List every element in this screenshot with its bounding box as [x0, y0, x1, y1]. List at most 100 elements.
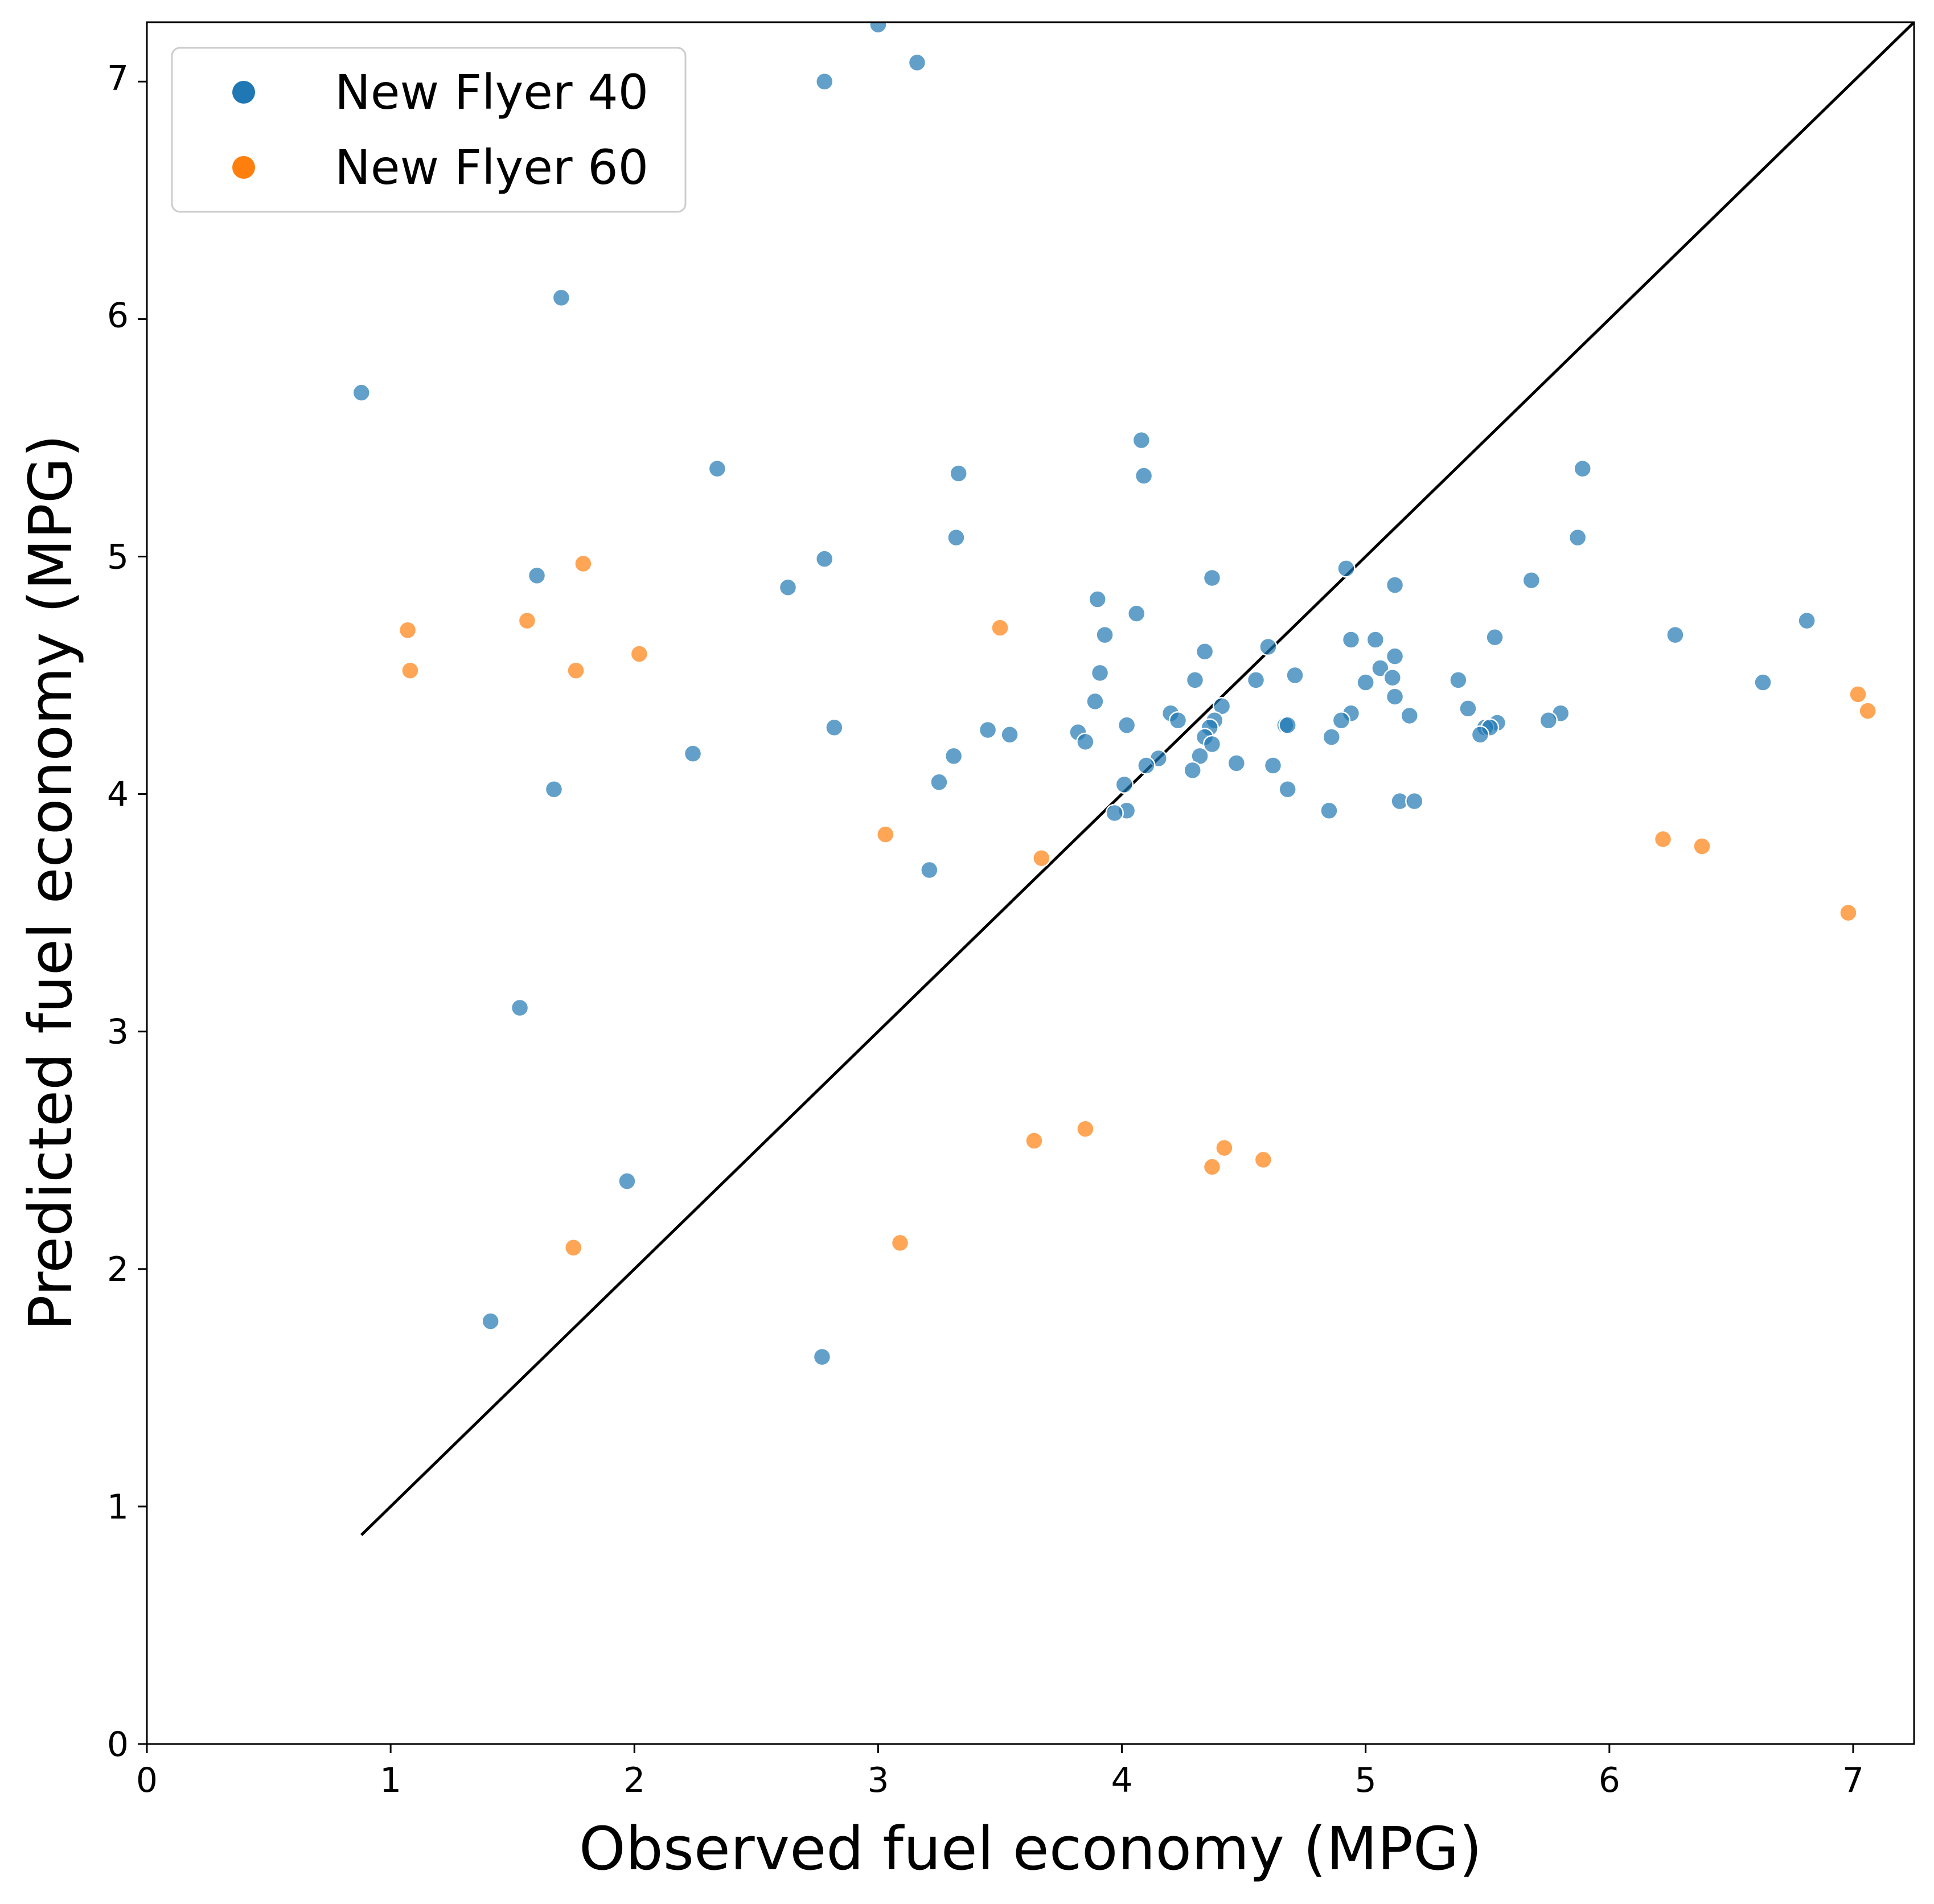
point-new-flyer-40: [527, 566, 547, 585]
point-new-flyer-40: [1105, 803, 1124, 823]
legend-marker-new-flyer-60: [232, 156, 255, 179]
point-new-flyer-40: [815, 72, 834, 91]
point-new-flyer-40: [510, 998, 529, 1017]
point-new-flyer-40: [1227, 754, 1246, 773]
point-new-flyer-60: [1693, 837, 1711, 856]
point-new-flyer-40: [1278, 779, 1297, 799]
point-new-flyer-40: [683, 744, 703, 763]
x-tick-label: 1: [380, 1761, 401, 1800]
y-tick-label: 3: [107, 1012, 129, 1052]
point-new-flyer-40: [1212, 697, 1231, 716]
reference-line-layer: [360, 22, 1914, 1536]
point-new-flyer-60: [1653, 830, 1673, 849]
x-tick-label: 3: [867, 1761, 889, 1800]
point-new-flyer-40: [1246, 671, 1266, 690]
points-layer: [352, 22, 1877, 1367]
point-new-flyer-40: [1539, 711, 1558, 730]
point-new-flyer-40: [1117, 716, 1136, 734]
point-new-flyer-40: [1385, 647, 1405, 666]
legend-box: [171, 47, 687, 213]
point-new-flyer-40: [544, 779, 564, 799]
x-tick-label: 5: [1355, 1761, 1377, 1800]
point-new-flyer-40: [1202, 734, 1222, 754]
x-tick-label: 2: [623, 1761, 645, 1800]
point-new-flyer-40: [1134, 466, 1153, 485]
point-new-flyer-40: [1573, 459, 1592, 478]
point-new-flyer-40: [1449, 671, 1468, 690]
point-new-flyer-40: [908, 53, 927, 72]
y-tick-label: 2: [107, 1250, 129, 1290]
point-new-flyer-40: [920, 860, 939, 880]
point-new-flyer-40: [812, 1347, 832, 1367]
point-new-flyer-40: [949, 464, 968, 483]
point-new-flyer-60: [1202, 1158, 1222, 1176]
point-new-flyer-40: [1095, 625, 1114, 645]
legend-label-new-flyer-60: New Flyer 60: [335, 139, 648, 195]
point-new-flyer-40: [1385, 576, 1405, 594]
point-new-flyer-40: [618, 1172, 637, 1191]
point-new-flyer-40: [815, 549, 834, 568]
point-new-flyer-40: [1568, 528, 1587, 547]
point-new-flyer-40: [1337, 559, 1356, 578]
point-new-flyer-40: [778, 578, 798, 597]
point-new-flyer-40: [1797, 611, 1816, 630]
point-new-flyer-40: [930, 773, 948, 791]
point-new-flyer-40: [1341, 630, 1361, 649]
point-new-flyer-40: [1385, 687, 1405, 706]
point-new-flyer-40: [1366, 630, 1385, 649]
point-new-flyer-60: [1032, 848, 1051, 868]
y-axis-label: Predicted fuel economy (MPG): [16, 434, 85, 1331]
point-new-flyer-60: [564, 1238, 583, 1257]
point-new-flyer-40: [1127, 604, 1146, 623]
point-new-flyer-40: [1356, 673, 1375, 692]
point-new-flyer-40: [1086, 692, 1104, 711]
point-new-flyer-40: [1190, 746, 1209, 766]
point-new-flyer-40: [1185, 671, 1205, 690]
point-new-flyer-40: [1371, 659, 1390, 678]
x-tick-label: 7: [1842, 1761, 1864, 1800]
y-tick-label: 7: [107, 58, 129, 98]
x-tick-label: 4: [1111, 1761, 1132, 1800]
x-axis: 0 1 2 3 4 5 6 7: [136, 1744, 1864, 1800]
point-new-flyer-40: [1383, 668, 1402, 687]
point-new-flyer-40: [1754, 673, 1772, 692]
point-new-flyer-60: [1025, 1131, 1044, 1150]
point-new-flyer-40: [1090, 663, 1110, 683]
point-new-flyer-40: [1405, 791, 1424, 811]
point-new-flyer-40: [352, 383, 371, 402]
point-new-flyer-40: [947, 528, 966, 547]
point-new-flyer-40: [978, 720, 997, 740]
point-new-flyer-40: [1000, 725, 1019, 744]
point-new-flyer-40: [1115, 775, 1134, 794]
point-new-flyer-40: [708, 459, 727, 478]
point-new-flyer-40: [1076, 732, 1095, 752]
point-new-flyer-60: [401, 661, 420, 680]
point-new-flyer-40: [1400, 706, 1419, 725]
point-new-flyer-60: [1254, 1150, 1273, 1170]
plot-frame: [146, 21, 1915, 1745]
point-new-flyer-40: [1278, 716, 1297, 734]
point-new-flyer-40: [1259, 637, 1278, 656]
point-new-flyer-60: [991, 618, 1009, 637]
legend-label-new-flyer-40: New Flyer 40: [335, 64, 648, 120]
point-new-flyer-60: [876, 825, 895, 844]
point-new-flyer-60: [1849, 685, 1867, 704]
point-new-flyer-40: [552, 288, 571, 307]
point-new-flyer-60: [566, 661, 585, 680]
point-new-flyer-40: [1132, 430, 1151, 450]
point-new-flyer-40: [1137, 756, 1156, 775]
point-new-flyer-40: [1088, 590, 1107, 609]
legend-marker-new-flyer-40: [232, 81, 255, 104]
legend: New Flyer 40 New Flyer 60: [171, 47, 687, 213]
point-new-flyer-40: [1168, 711, 1188, 730]
point-new-flyer-60: [1215, 1138, 1234, 1158]
point-new-flyer-40: [1183, 761, 1202, 780]
point-new-flyer-40: [869, 22, 888, 34]
x-tick-label: 6: [1599, 1761, 1620, 1800]
point-new-flyer-60: [630, 645, 649, 663]
y-tick-label: 4: [107, 775, 129, 815]
point-new-flyer-40: [1202, 568, 1222, 588]
y-tick-label: 5: [107, 537, 129, 577]
point-new-flyer-60: [1076, 1119, 1095, 1138]
